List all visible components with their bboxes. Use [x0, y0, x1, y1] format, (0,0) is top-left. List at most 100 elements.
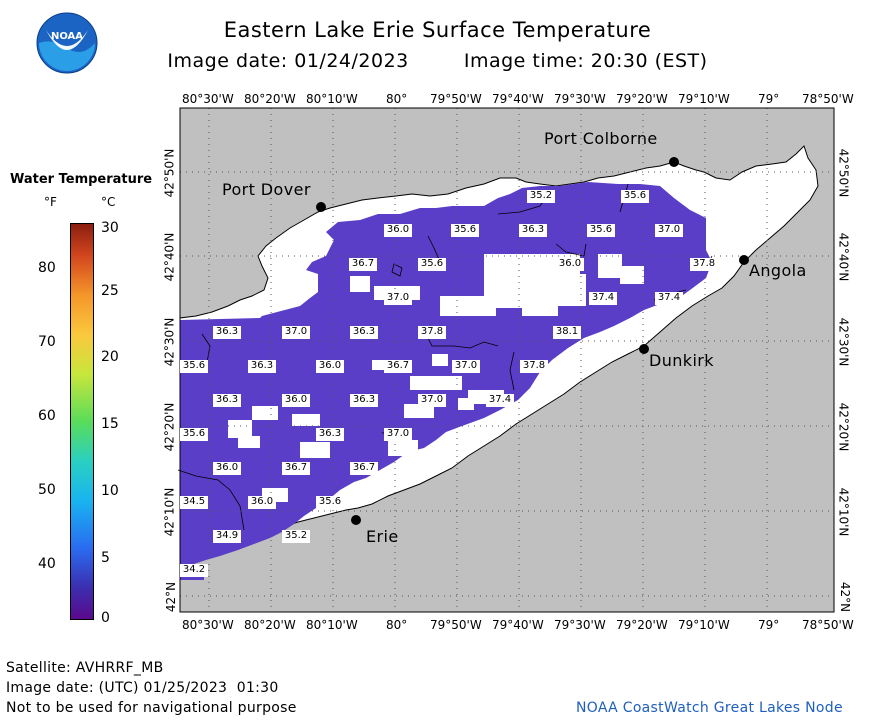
temperature-label: 37.4 — [486, 394, 514, 407]
temperature-label: 37.4 — [655, 292, 683, 305]
image-datetime: Image date: 01/24/2023 Image time: 20:30… — [0, 50, 875, 72]
temperature-label: 36.0 — [316, 360, 344, 373]
temperature-label: 36.0 — [556, 258, 584, 271]
f-tick: 50 — [38, 482, 56, 498]
temperature-label: 36.0 — [384, 224, 412, 237]
temperature-label: 36.0 — [213, 462, 241, 475]
footer-credit: NOAA CoastWatch Great Lakes Node — [576, 700, 843, 716]
lon-label: 79°50'W — [430, 618, 482, 632]
lon-label: 79°40'W — [492, 618, 544, 632]
lon-label: 80° — [386, 92, 408, 106]
city-dot — [639, 344, 649, 354]
temperature-label: 34.2 — [180, 564, 208, 577]
noaa-logo: NOAA — [36, 12, 98, 74]
f-tick: 40 — [38, 556, 56, 572]
lon-label: 79°30'W — [554, 92, 606, 106]
lon-label: 79°30'W — [554, 618, 606, 632]
lon-label: 80°20'W — [244, 92, 296, 106]
temperature-label: 36.3 — [248, 360, 276, 373]
temperature-label: 34.9 — [213, 530, 241, 543]
f-tick: 80 — [38, 260, 56, 276]
legend-title: Water Temperature — [10, 172, 153, 187]
footer-utc-date: Image date: (UTC) 01/25/2023 01:30 — [6, 680, 279, 696]
lat-label: 42°30'N — [836, 317, 851, 367]
city-dot — [351, 515, 361, 525]
lon-label: 79°10'W — [678, 618, 730, 632]
temperature-label: 37.0 — [384, 428, 412, 441]
temperature-label: 37.0 — [452, 360, 480, 373]
lon-label: 78°50'W — [802, 92, 854, 106]
page-title: Eastern Lake Erie Surface Temperature — [223, 18, 652, 42]
lat-label: 42°50'N — [162, 148, 177, 198]
temperature-label: 34.5 — [180, 496, 208, 509]
c-tick: 25 — [101, 283, 119, 299]
footer-satellite: Satellite: AVHRRF_MB — [6, 660, 164, 676]
legend-unit-c: °C — [101, 195, 116, 209]
temperature-label: 35.6 — [587, 224, 615, 237]
lat-label: 42°N — [164, 581, 179, 613]
temperature-label: 36.3 — [519, 224, 547, 237]
lat-label: 42°20'N — [162, 402, 177, 452]
c-tick: 20 — [101, 349, 119, 365]
lon-label: 79°50'W — [430, 92, 482, 106]
temperature-label: 36.3 — [316, 428, 344, 441]
city-label-dunkirk: Dunkirk — [649, 351, 714, 370]
temperature-label: 35.2 — [527, 190, 555, 203]
city-dot — [739, 255, 749, 265]
lon-label: 79°20'W — [616, 92, 668, 106]
temperature-label: 38.1 — [553, 326, 581, 339]
temperature-label: 35.6 — [180, 360, 208, 373]
city-label-port-colborne: Port Colborne — [544, 129, 658, 148]
temperature-label: 36.3 — [213, 394, 241, 407]
lon-label: 80°10'W — [306, 92, 358, 106]
lon-label: 78°50'W — [802, 618, 854, 632]
temperature-label: 37.0 — [282, 326, 310, 339]
lat-label: 42°40'N — [162, 232, 177, 282]
temperature-label: 36.7 — [384, 360, 412, 373]
svg-text:NOAA: NOAA — [51, 31, 83, 42]
lon-label: 80°10'W — [306, 618, 358, 632]
temperature-label: 35.6 — [418, 258, 446, 271]
temperature-label: 36.7 — [349, 258, 377, 271]
temperature-label: 37.8 — [690, 258, 718, 271]
lon-label: 79° — [758, 618, 780, 632]
temperature-label: 37.0 — [418, 394, 446, 407]
temperature-label: 35.6 — [316, 496, 344, 509]
c-tick: 30 — [101, 220, 119, 236]
lon-label: 79°40'W — [492, 92, 544, 106]
noaa-logo-icon: NOAA — [36, 12, 98, 74]
city-markers — [316, 157, 749, 525]
city-dot — [669, 157, 679, 167]
lon-label: 80° — [386, 618, 408, 632]
temperature-label: 36.3 — [350, 394, 378, 407]
temperature-label: 35.6 — [451, 224, 479, 237]
c-tick: 0 — [101, 610, 110, 626]
lat-label: 42°20'N — [836, 402, 851, 452]
temperature-label: 36.3 — [213, 326, 241, 339]
lon-label: 79°10'W — [678, 92, 730, 106]
c-tick: 10 — [101, 483, 119, 499]
temperature-label: 35.2 — [282, 530, 310, 543]
temperature-label: 37.8 — [520, 360, 548, 373]
city-label-port-dover: Port Dover — [222, 180, 311, 199]
lon-label: 80°20'W — [244, 618, 296, 632]
f-tick: 60 — [38, 408, 56, 424]
lon-label: 80°30'W — [182, 618, 234, 632]
lat-label: 42°40'N — [836, 232, 851, 282]
temperature-label: 35.6 — [180, 428, 208, 441]
temperature-label: 37.0 — [655, 224, 683, 237]
lon-label: 79° — [758, 92, 780, 106]
city-label-erie: Erie — [366, 527, 399, 546]
legend-unit-f: °F — [44, 195, 57, 209]
image-time: Image time: 20:30 (EST) — [463, 50, 708, 72]
temperature-label: 37.4 — [589, 292, 617, 305]
c-tick: 5 — [101, 550, 110, 566]
temperature-label: 36.3 — [350, 326, 378, 339]
city-dot — [316, 202, 326, 212]
temperature-label: 36.0 — [248, 496, 276, 509]
temperature-data-overlay — [180, 182, 712, 580]
temperature-label: 36.7 — [282, 462, 310, 475]
lat-label: 42°10'N — [836, 487, 851, 537]
temperature-label: 35.6 — [621, 190, 649, 203]
